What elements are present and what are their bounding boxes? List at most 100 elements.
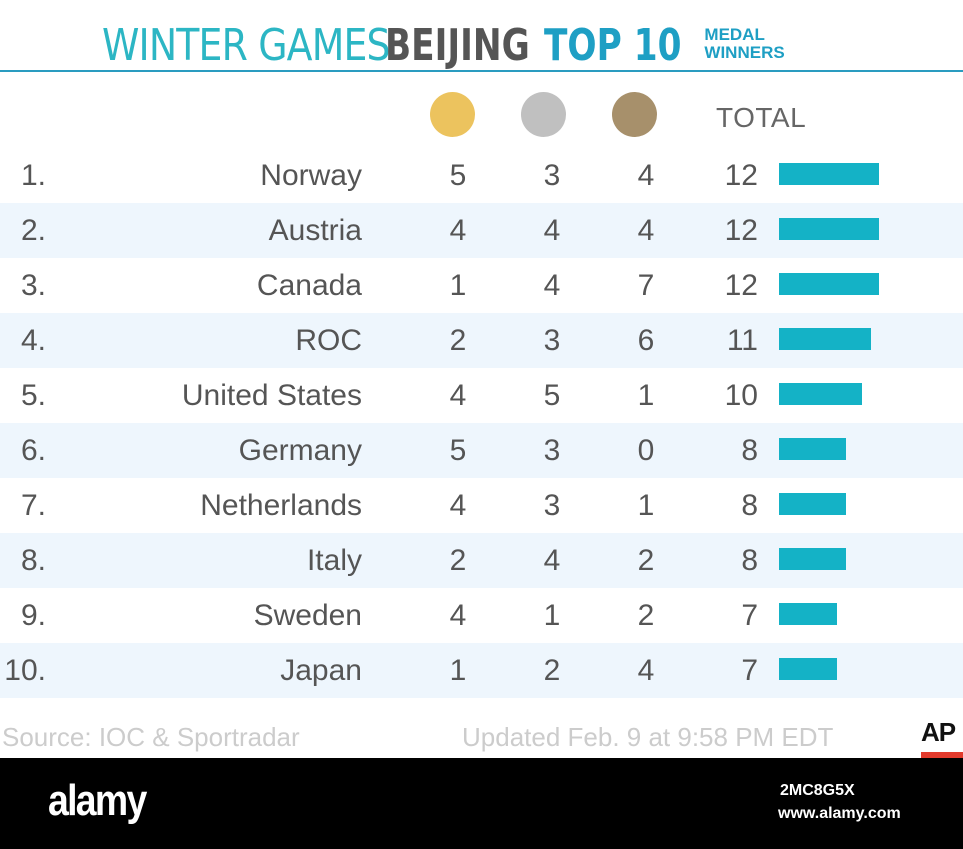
title-beijing: BEIJING <box>384 20 530 71</box>
title-medal: MEDAL <box>704 25 765 44</box>
alamy-logo: alamy <box>48 776 147 825</box>
silver-count: 5 <box>543 379 561 412</box>
table-row: 5. United States 4 5 1 10 <box>0 368 963 423</box>
rank-label: 6. <box>20 434 46 467</box>
total-column-header: TOTAL <box>716 102 807 133</box>
country-label: Sweden <box>253 599 362 632</box>
updated-note: Updated Feb. 9 at 9:58 PM EDT <box>462 722 834 752</box>
bronze-count: 4 <box>637 159 655 192</box>
rank-label: 2. <box>20 214 46 247</box>
title-winter-games: WINTER GAMES <box>102 20 391 71</box>
country-label: Austria <box>268 214 362 247</box>
bronze-count: 0 <box>637 434 655 467</box>
table-row: 3. Canada 1 4 7 12 <box>0 258 963 313</box>
rank-label: 5. <box>20 379 46 412</box>
total-count: 8 <box>741 434 758 467</box>
table-row: 6. Germany 5 3 0 8 <box>0 423 963 478</box>
table-row: 9. Sweden 4 1 2 7 <box>0 588 963 643</box>
total-count: 7 <box>741 599 758 632</box>
gold-count: 2 <box>449 324 467 357</box>
silver-count: 3 <box>543 324 561 357</box>
gold-count: 2 <box>449 544 467 577</box>
total-count: 8 <box>741 489 758 522</box>
header-rule <box>0 70 963 72</box>
table-row: 10. Japan 1 2 4 7 <box>0 643 963 698</box>
image-id: 2MC8G5X <box>780 782 855 799</box>
rank-label: 4. <box>20 324 46 357</box>
silver-count: 2 <box>543 654 561 687</box>
title-winners: WINNERS <box>704 43 785 62</box>
country-label: Netherlands <box>200 489 362 522</box>
ap-logo: AP <box>921 717 956 747</box>
table-row: 7. Netherlands 4 3 1 8 <box>0 478 963 533</box>
gold-count: 5 <box>449 159 467 192</box>
total-bar <box>779 603 837 625</box>
bronze-count: 7 <box>637 269 655 302</box>
source-note: Source: IOC & Sportradar <box>2 722 300 752</box>
gold-count: 1 <box>449 654 467 687</box>
total-bar <box>779 493 846 515</box>
rank-label: 3. <box>20 269 46 302</box>
total-bar <box>779 438 846 460</box>
total-count: 8 <box>741 544 758 577</box>
country-label: ROC <box>295 324 362 357</box>
country-label: Norway <box>260 159 362 192</box>
total-bar <box>779 273 879 295</box>
rank-label: 1. <box>20 159 46 192</box>
rank-label: 7. <box>20 489 46 522</box>
table-row: 4. ROC 2 3 6 11 <box>0 313 963 368</box>
total-bar <box>779 163 879 185</box>
ap-logo-bar <box>921 752 963 758</box>
header: WINTER GAMES BEIJING TOP 10 MEDAL WINNER… <box>0 0 963 72</box>
total-count: 7 <box>741 654 758 687</box>
silver-count: 3 <box>543 434 561 467</box>
rank-label: 9. <box>20 599 46 632</box>
bronze-count: 2 <box>637 544 655 577</box>
bronze-count: 1 <box>637 489 655 522</box>
stock-banner: alamy 2MC8G5X www.alamy.com <box>0 758 963 849</box>
page-title: WINTER GAMES BEIJING TOP 10 MEDAL WINNER… <box>102 10 785 68</box>
bronze-count: 4 <box>637 654 655 687</box>
silver-count: 3 <box>543 489 561 522</box>
title-top10: TOP 10 <box>544 20 682 71</box>
total-count: 12 <box>724 159 758 192</box>
gold-count: 4 <box>449 214 467 247</box>
total-bar <box>779 383 862 405</box>
total-count: 10 <box>724 379 758 412</box>
total-count: 12 <box>724 269 758 302</box>
total-bar <box>779 548 846 570</box>
bronze-count: 6 <box>637 324 655 357</box>
gold-count: 4 <box>449 489 467 522</box>
rank-label: 8. <box>20 544 46 577</box>
country-label: United States <box>181 379 362 412</box>
country-label: Japan <box>280 654 362 687</box>
table-row: 8. Italy 2 4 2 8 <box>0 533 963 588</box>
silver-count: 1 <box>543 599 561 632</box>
total-count: 12 <box>724 214 758 247</box>
bronze-count: 1 <box>637 379 655 412</box>
rank-label: 10. <box>4 654 46 687</box>
silver-count: 4 <box>543 269 561 302</box>
bronze-count: 4 <box>637 214 655 247</box>
gold-medal-icon <box>430 92 475 137</box>
stock-url[interactable]: www.alamy.com <box>778 805 901 822</box>
country-label: Germany <box>238 434 362 467</box>
silver-count: 3 <box>543 159 561 192</box>
gold-count: 4 <box>449 599 467 632</box>
country-label: Italy <box>306 544 362 577</box>
gold-count: 1 <box>449 269 467 302</box>
table-row: 1. Norway 5 3 4 12 <box>0 148 963 203</box>
country-label: Canada <box>256 269 362 302</box>
gold-count: 4 <box>449 379 467 412</box>
bronze-count: 2 <box>637 599 655 632</box>
silver-medal-icon <box>521 92 566 137</box>
table-row: 2. Austria 4 4 4 12 <box>0 203 963 258</box>
total-bar <box>779 328 871 350</box>
silver-count: 4 <box>543 544 561 577</box>
total-bar <box>779 218 879 240</box>
total-count: 11 <box>726 324 758 357</box>
total-bar <box>779 658 837 680</box>
silver-count: 4 <box>543 214 561 247</box>
gold-count: 5 <box>449 434 467 467</box>
bronze-medal-icon <box>612 92 657 137</box>
